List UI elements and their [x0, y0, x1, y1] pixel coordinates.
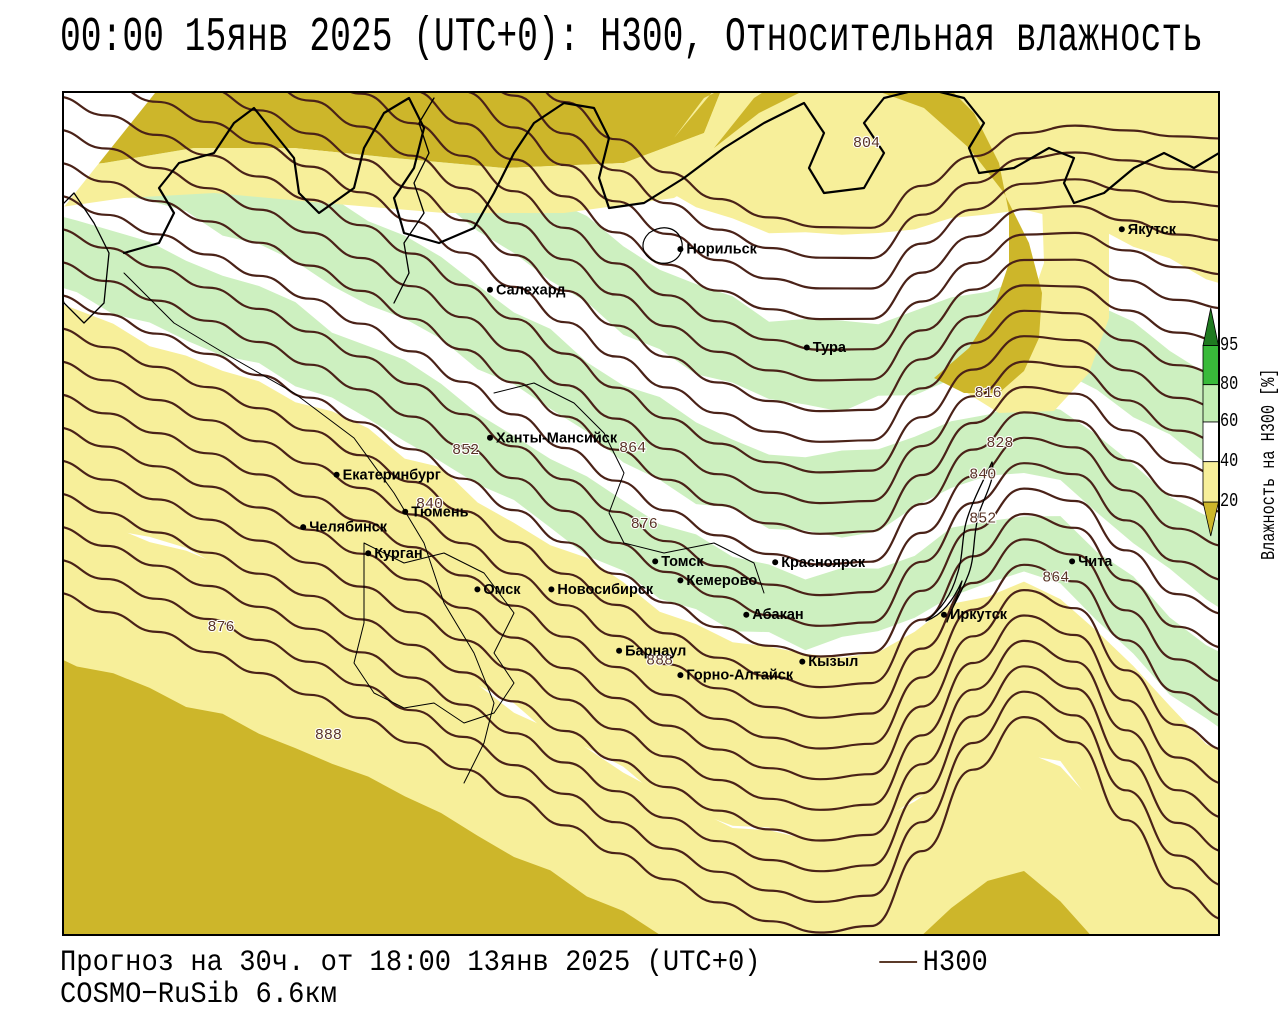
svg-text:Норильск: Норильск [686, 242, 757, 258]
svg-text:Чита: Чита [1078, 554, 1113, 570]
svg-text:Тюмень: Тюмень [411, 504, 468, 520]
svg-text:864: 864 [619, 440, 646, 457]
svg-text:888: 888 [315, 727, 342, 744]
svg-text:Омск: Омск [483, 582, 521, 598]
svg-text:Барнаул: Барнаул [625, 643, 686, 659]
svg-text:804: 804 [853, 135, 880, 152]
svg-text:828: 828 [986, 435, 1013, 452]
svg-text:852: 852 [969, 511, 996, 528]
svg-text:852: 852 [452, 442, 479, 459]
svg-text:Курган: Курган [374, 546, 422, 562]
svg-text:Ханты-Мансийск: Ханты-Мансийск [496, 430, 618, 446]
svg-text:Кемерово: Кемерово [686, 573, 757, 589]
svg-text:864: 864 [1042, 569, 1069, 586]
svg-text:Красноярск: Красноярск [781, 555, 866, 571]
svg-text:876: 876 [631, 516, 658, 533]
svg-text:840: 840 [969, 466, 996, 483]
svg-text:816: 816 [975, 385, 1002, 402]
svg-text:Новосибирск: Новосибирск [557, 582, 653, 598]
svg-text:Якутск: Якутск [1128, 222, 1177, 238]
svg-text:Абакан: Абакан [752, 607, 803, 623]
svg-text:Кызыл: Кызыл [808, 654, 858, 670]
svg-text:Челябинск: Челябинск [309, 520, 388, 536]
svg-text:Томск: Томск [661, 554, 704, 570]
svg-text:876: 876 [208, 619, 235, 636]
svg-text:Салехард: Салехард [496, 282, 565, 298]
svg-text:Иркутск: Иркутск [950, 607, 1008, 623]
svg-text:Горно-Алтайск: Горно-Алтайск [686, 668, 793, 684]
svg-text:Тура: Тура [813, 340, 847, 356]
svg-text:Екатеринбург: Екатеринбург [343, 467, 441, 483]
